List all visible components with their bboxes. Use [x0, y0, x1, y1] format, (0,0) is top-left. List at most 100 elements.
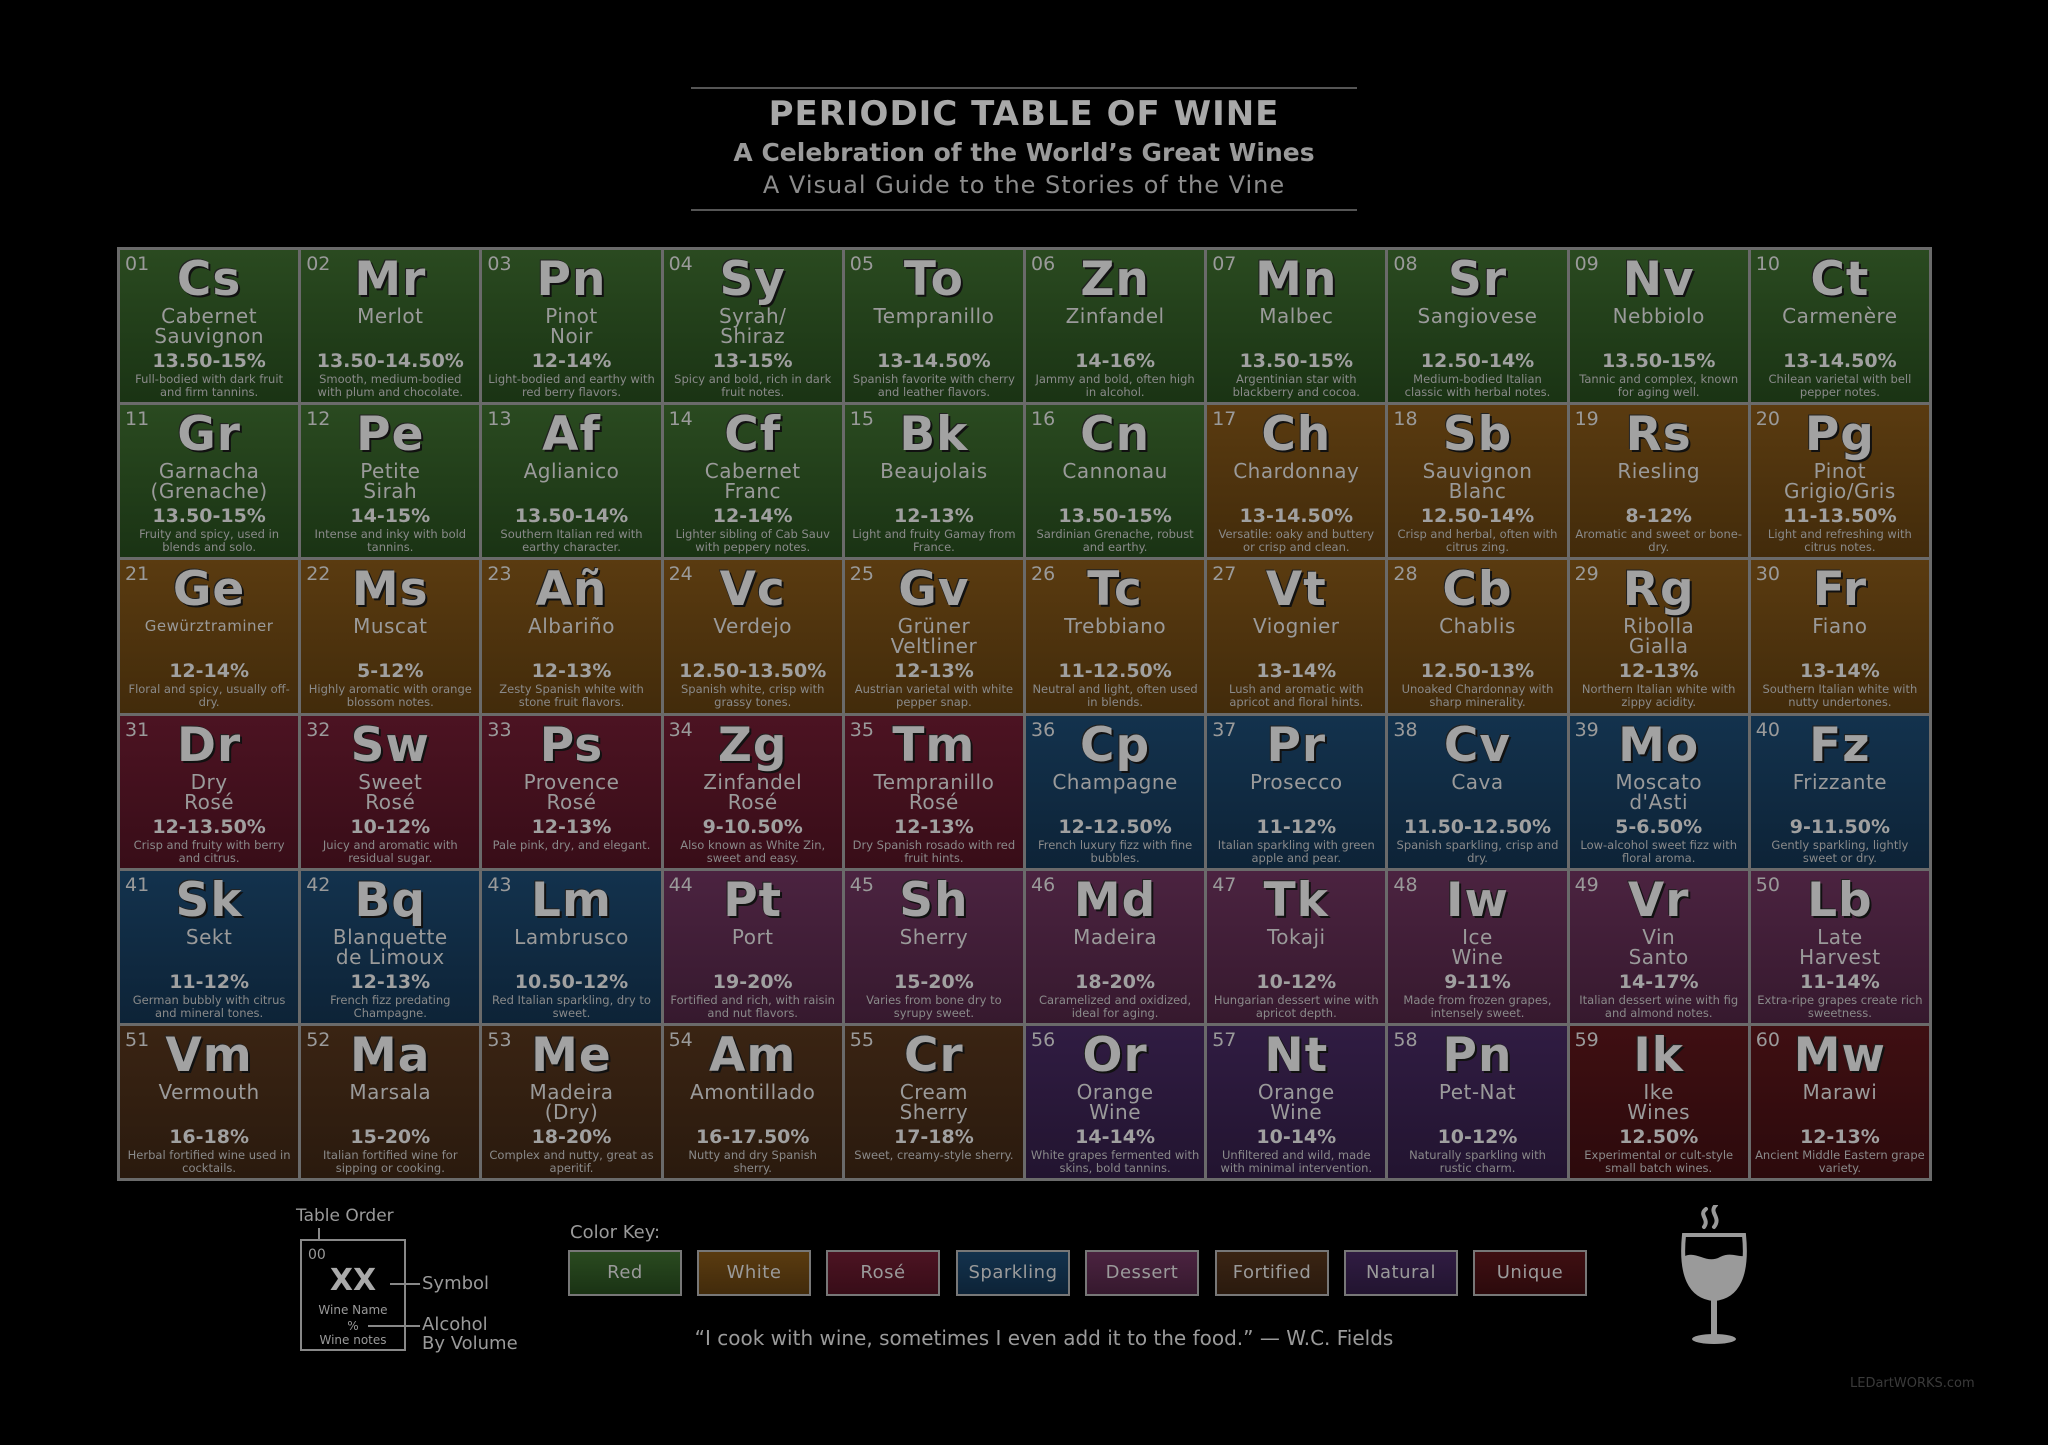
- element-number: 53: [487, 1028, 512, 1051]
- element-abv: 13.50-15%: [1239, 350, 1354, 372]
- element-cell: 06 Zn Zinfandel 14-16% Jammy and bold, often…: [1025, 250, 1205, 403]
- color-key-natural: Natural: [1344, 1250, 1458, 1296]
- element-abv: 12-13%: [531, 660, 612, 683]
- element-name: Grüner Veltliner: [890, 614, 978, 659]
- element-number: 35: [849, 718, 874, 741]
- element-name: Madeira (Dry): [529, 1079, 614, 1124]
- element-note: Austrian varietal with white pepper snap…: [854, 682, 1014, 710]
- element-abv: 13.50-15%: [152, 350, 266, 372]
- element-abv: 11.50-12.50%: [1403, 815, 1552, 838]
- element-abv: 11-14%: [1799, 970, 1880, 993]
- element-name: Cabernet Sauvignon: [154, 304, 264, 348]
- element-symbol: Mn: [1255, 252, 1338, 307]
- element-abv: 8-12%: [1625, 505, 1692, 528]
- color-key-label: Color Key:: [570, 1222, 661, 1243]
- element-number: 60: [1755, 1028, 1780, 1051]
- element-cell: 30 Fr Fiano 13-14% Southern Italian white wi…: [1750, 560, 1929, 713]
- element-name: Vin Santo: [1628, 924, 1689, 969]
- element-name: Albariño: [528, 614, 615, 639]
- element-symbol: Sy: [719, 252, 786, 307]
- element-cell: 60 Mw Marawi 12-13% Ancient Middle Eastern g…: [1750, 1025, 1929, 1178]
- element-note: Fortified and rich, with raisin and nut …: [670, 992, 835, 1020]
- element-note: Extra-ripe grapes create rich sweetness.: [1757, 992, 1923, 1020]
- element-number: 44: [668, 873, 693, 896]
- element-symbol: Vm: [165, 1027, 253, 1083]
- element-symbol: Cb: [1442, 562, 1513, 618]
- element-symbol: Ma: [350, 1027, 431, 1083]
- element-name: Muscat: [353, 614, 428, 639]
- element-name: Sweet Rosé: [358, 769, 423, 814]
- element-note: Lighter sibling of Cab Sauv with peppery…: [675, 527, 830, 555]
- element-symbol: Am: [709, 1027, 797, 1083]
- legend-wine-name: Wine Name: [318, 1303, 388, 1317]
- element-number: 43: [487, 873, 512, 896]
- element-note: Crisp and herbal, often with citrus zing…: [1397, 527, 1558, 555]
- element-cell: 42 Bq Blanquette de Limoux 12-13% French fiz…: [301, 870, 480, 1023]
- element-symbol: Ch: [1261, 407, 1332, 463]
- element-name: Sekt: [185, 924, 233, 949]
- element-symbol: Md: [1073, 872, 1157, 928]
- element-symbol: Cr: [904, 1027, 964, 1083]
- element-cell: 26 Tc Trebbiano 11-12.50% Neutral and light,…: [1025, 560, 1205, 713]
- element-symbol: Pt: [723, 872, 783, 928]
- element-cell: 36 Cp Champagne 12-12.50% French luxury fizz…: [1025, 715, 1205, 868]
- element-cell: 24 Vc Verdejo 12.50-13.50% Spanish white, cr…: [663, 560, 842, 713]
- element-symbol: Rg: [1622, 562, 1695, 618]
- element-note: German bubbly with citrus and mineral to…: [132, 992, 286, 1020]
- element-cell: 05 To Tempranillo 13-14.50% Spanish favorite…: [844, 250, 1023, 403]
- element-symbol: Vr: [1627, 872, 1690, 928]
- element-number: 50: [1755, 873, 1780, 896]
- element-symbol: Cf: [724, 407, 782, 463]
- element-note: Nutty and dry Spanish sherry.: [688, 1147, 817, 1175]
- element-name: Sherry: [899, 924, 969, 949]
- element-number: 54: [668, 1028, 693, 1051]
- element-name: Cava: [1451, 769, 1504, 794]
- element-cell: 09 Nv Nebbiolo 13.50-15% Tannic and complex,…: [1569, 250, 1748, 403]
- element-cell: 57 Nt Orange Wine 10-14% Unfiltered and wild…: [1207, 1025, 1386, 1178]
- element-abv: 11-12%: [169, 970, 249, 993]
- element-name: Provence Rosé: [523, 769, 620, 814]
- element-symbol: Af: [542, 407, 601, 463]
- element-note: Hungarian dessert wine with apricot dept…: [1213, 992, 1379, 1020]
- element-number: 19: [1574, 408, 1599, 431]
- element-cell: 48 Iw Ice Wine 9-11% Made from frozen grapes…: [1388, 870, 1567, 1023]
- legend-percent: %: [347, 1319, 359, 1333]
- header-rule-bottom: [691, 209, 1357, 211]
- element-name: Aglianico: [523, 459, 620, 484]
- element-note: Complex and nutty, great as aperitif.: [489, 1147, 654, 1175]
- element-note: Red Italian sparkling, dry to sweet.: [492, 992, 651, 1020]
- element-cell: 54 Am Amontillado 16-17.50% Nutty and dry Sp…: [663, 1025, 842, 1178]
- color-key-unique: Unique: [1473, 1250, 1587, 1296]
- element-name: Pinot Grigio/Gris: [1784, 459, 1896, 504]
- element-name: Carmenère: [1782, 304, 1898, 328]
- element-number: 26: [1030, 563, 1056, 586]
- element-number: 21: [125, 563, 150, 586]
- element-number: 42: [306, 873, 331, 896]
- element-name: Garnacha (Grenache): [150, 459, 268, 504]
- element-name: Ribolla Gialla: [1623, 614, 1695, 659]
- element-cell: 02 Mr Merlot 13.50-14.50% Smooth, medium-bod…: [301, 250, 480, 403]
- element-abv: 15-20%: [893, 970, 974, 993]
- element-cell: 41 Sk Sekt 11-12% German bubbly with citrus …: [120, 870, 299, 1023]
- element-note: Light and refreshing with citrus notes.: [1767, 527, 1912, 555]
- element-name: Tokaji: [1266, 924, 1326, 949]
- element-abv: 13-14.50%: [1239, 505, 1354, 528]
- element-note: Smooth, medium-bodied with plum and choc…: [317, 372, 464, 399]
- element-cell: 11 Gr Garnacha (Grenache) 13.50-15% Fruity a…: [120, 405, 299, 558]
- element-abv: 13.50-15%: [1601, 350, 1716, 372]
- element-cell: 45 Sh Sherry 15-20% Varies from bone dry to …: [844, 870, 1023, 1023]
- element-cell: 08 Sr Sangiovese 12.50-14% Medium-bodied Ita…: [1388, 250, 1567, 403]
- element-name: Cabernet Franc: [704, 459, 801, 504]
- element-note: Light and fruity Gamay from France.: [852, 527, 1016, 555]
- element-name: Blanquette de Limoux: [332, 924, 448, 969]
- element-symbol: Añ: [535, 562, 608, 618]
- element-name: Marawi: [1802, 1079, 1878, 1104]
- element-number: 30: [1755, 563, 1780, 586]
- color-key-sparkling: Sparkling: [956, 1250, 1070, 1296]
- element-name: Malbec: [1259, 304, 1334, 328]
- element-note: Northern Italian white with zippy acidit…: [1581, 682, 1736, 710]
- color-key-fortified: Fortified: [1215, 1250, 1329, 1296]
- element-symbol: Sh: [899, 872, 969, 928]
- element-number: 45: [849, 873, 874, 896]
- element-name: Beaujolais: [880, 459, 988, 484]
